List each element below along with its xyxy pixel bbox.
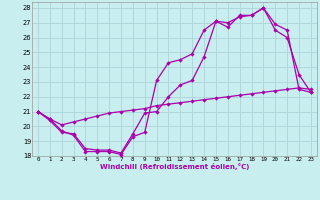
X-axis label: Windchill (Refroidissement éolien,°C): Windchill (Refroidissement éolien,°C) (100, 163, 249, 170)
